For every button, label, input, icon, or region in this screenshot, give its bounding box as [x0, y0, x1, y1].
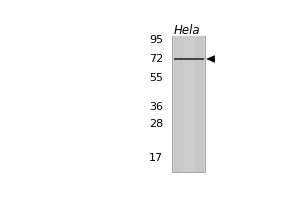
Text: 28: 28: [149, 119, 163, 129]
Bar: [183, 36, 195, 172]
Bar: [172, 36, 205, 172]
Text: 36: 36: [149, 102, 163, 112]
Text: 55: 55: [149, 73, 163, 83]
Text: 72: 72: [149, 54, 163, 64]
Text: 17: 17: [149, 153, 163, 163]
Text: Hela: Hela: [174, 24, 201, 37]
Text: 95: 95: [149, 35, 163, 45]
Bar: [173, 36, 204, 172]
Polygon shape: [206, 55, 215, 63]
Bar: [173, 58, 204, 60]
